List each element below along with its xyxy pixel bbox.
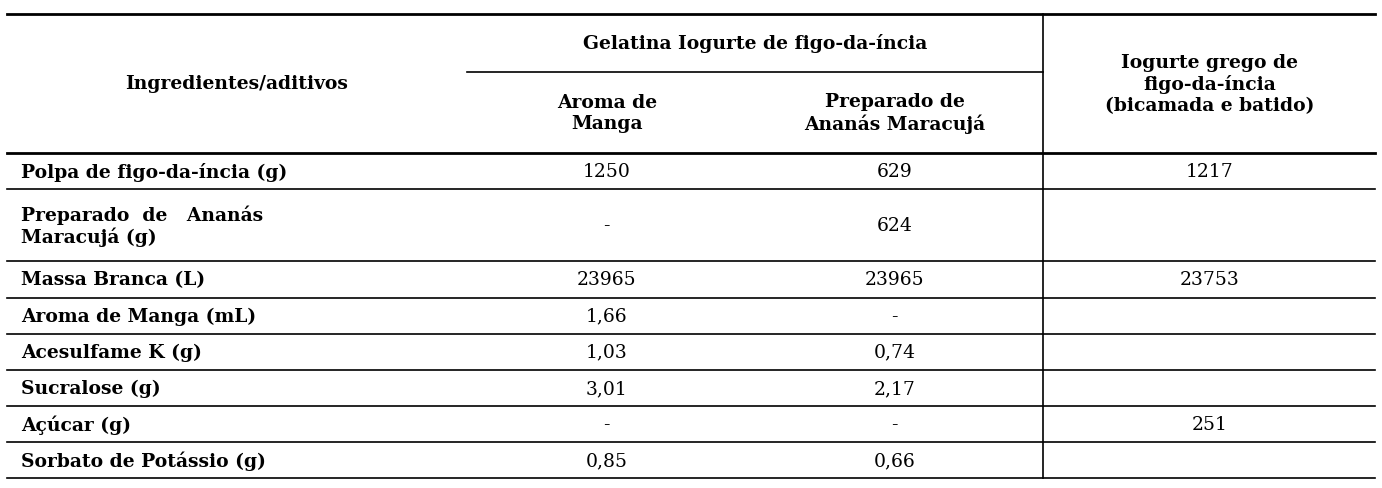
- Text: 629: 629: [878, 163, 912, 181]
- Text: 23753: 23753: [1179, 271, 1240, 289]
- Text: Sorbato de Potássio (g): Sorbato de Potássio (g): [21, 450, 265, 470]
- Text: 0,85: 0,85: [586, 451, 627, 469]
- Text: 1,03: 1,03: [586, 343, 627, 361]
- Text: 3,01: 3,01: [586, 379, 627, 397]
- Text: Acesulfame K (g): Acesulfame K (g): [21, 343, 202, 361]
- Text: 0,66: 0,66: [873, 451, 916, 469]
- Text: Preparado  de   Ananás
Maracujá (g): Preparado de Ananás Maracujá (g): [21, 205, 263, 247]
- Text: Polpa de figo-da-íncia (g): Polpa de figo-da-íncia (g): [21, 163, 287, 181]
- Text: Iogurte grego de
figo-da-íncia
(bicamada e batido): Iogurte grego de figo-da-íncia (bicamada…: [1104, 54, 1314, 115]
- Text: 624: 624: [878, 217, 912, 235]
- Text: 1,66: 1,66: [586, 307, 627, 325]
- Text: 0,74: 0,74: [873, 343, 916, 361]
- Text: 1217: 1217: [1186, 163, 1233, 181]
- Text: -: -: [891, 415, 898, 433]
- Text: Aroma de Manga (mL): Aroma de Manga (mL): [21, 307, 256, 325]
- Text: 23965: 23965: [865, 271, 925, 289]
- Text: 2,17: 2,17: [873, 379, 916, 397]
- Text: -: -: [604, 217, 609, 235]
- Text: 23965: 23965: [576, 271, 637, 289]
- Text: -: -: [891, 307, 898, 325]
- Text: -: -: [604, 415, 609, 433]
- Text: Massa Branca (L): Massa Branca (L): [21, 271, 205, 289]
- Text: 1250: 1250: [583, 163, 630, 181]
- Text: Ingredientes/aditivos: Ingredientes/aditivos: [126, 75, 348, 93]
- Text: Açúcar (g): Açúcar (g): [21, 414, 131, 434]
- Text: Preparado de
Ananás Maracujá: Preparado de Ananás Maracujá: [804, 93, 985, 134]
- Text: Gelatina Iogurte de figo-da-íncia: Gelatina Iogurte de figo-da-íncia: [583, 34, 927, 53]
- Text: Aroma de
Manga: Aroma de Manga: [557, 94, 656, 133]
- Text: Sucralose (g): Sucralose (g): [21, 379, 160, 397]
- Text: 251: 251: [1191, 415, 1227, 433]
